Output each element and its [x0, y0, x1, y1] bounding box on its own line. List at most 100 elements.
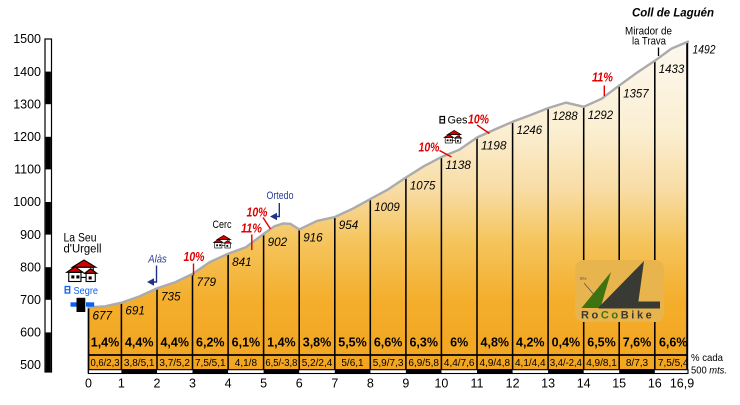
- svg-text:3,4/-2,4: 3,4/-2,4: [550, 358, 582, 369]
- svg-text:2: 2: [154, 377, 161, 391]
- svg-text:Cerc: Cerc: [213, 219, 232, 231]
- svg-text:1500: 1500: [13, 32, 41, 46]
- svg-text:7: 7: [331, 377, 338, 391]
- svg-text:Segre: Segre: [74, 285, 99, 297]
- svg-text:1400: 1400: [13, 65, 41, 79]
- svg-text:10: 10: [434, 377, 448, 391]
- svg-text:841: 841: [232, 255, 252, 269]
- svg-text:16: 16: [648, 377, 662, 391]
- svg-text:1200: 1200: [13, 130, 41, 144]
- svg-text:d'Urgell: d'Urgell: [64, 244, 102, 256]
- svg-text:1009: 1009: [374, 200, 400, 214]
- svg-text:1,4%: 1,4%: [267, 336, 296, 350]
- svg-text:6,6%: 6,6%: [374, 336, 403, 350]
- svg-text:500: 500: [20, 358, 41, 372]
- svg-text:5: 5: [260, 377, 267, 391]
- svg-text:4,9/8,1: 4,9/8,1: [586, 358, 617, 369]
- svg-text:14: 14: [577, 377, 591, 391]
- svg-text:10%: 10%: [419, 141, 440, 155]
- svg-text:900: 900: [20, 228, 41, 242]
- svg-text:5,2/2,4: 5,2/2,4: [302, 358, 333, 369]
- svg-text:677: 677: [93, 308, 114, 322]
- svg-text:la Trava: la Trava: [632, 36, 667, 48]
- svg-text:4,4%: 4,4%: [160, 336, 189, 350]
- svg-text:1300: 1300: [13, 97, 41, 111]
- svg-text:954: 954: [339, 218, 359, 232]
- svg-text:600: 600: [20, 326, 41, 340]
- svg-text:735: 735: [161, 289, 181, 303]
- svg-text:Alàs: Alàs: [147, 254, 167, 266]
- svg-text:1433: 1433: [659, 62, 685, 76]
- svg-text:11: 11: [471, 377, 484, 391]
- svg-text:5%: 5%: [580, 276, 587, 281]
- svg-text:% cada: % cada: [691, 352, 723, 364]
- svg-text:La Seu: La Seu: [64, 233, 97, 245]
- svg-text:0: 0: [85, 377, 92, 391]
- svg-text:3,7/5,2: 3,7/5,2: [159, 358, 190, 369]
- svg-text:1292: 1292: [588, 108, 614, 122]
- svg-text:4,4/7,6: 4,4/7,6: [444, 358, 475, 369]
- svg-text:3,8%: 3,8%: [303, 336, 332, 350]
- svg-text:1246: 1246: [517, 123, 543, 137]
- svg-text:500 mts.: 500 mts.: [691, 365, 727, 377]
- svg-text:8: 8: [367, 377, 374, 391]
- svg-text:1198: 1198: [481, 139, 507, 153]
- svg-text:5,5%: 5,5%: [338, 336, 367, 350]
- svg-text:1100: 1100: [14, 163, 41, 177]
- svg-text:4,1/8: 4,1/8: [235, 358, 258, 369]
- svg-text:5/6,1: 5/6,1: [341, 358, 364, 369]
- svg-text:4,8%: 4,8%: [481, 336, 510, 350]
- svg-text:1000: 1000: [13, 195, 41, 209]
- svg-text:10%: 10%: [468, 113, 489, 127]
- svg-text:4: 4: [225, 377, 232, 391]
- svg-text:700: 700: [20, 293, 41, 307]
- svg-text:Coll de Laguén: Coll de Laguén: [632, 6, 714, 20]
- svg-text:1288: 1288: [552, 109, 578, 123]
- svg-text:4,2%: 4,2%: [516, 336, 545, 350]
- svg-text:6,5/-3,8: 6,5/-3,8: [265, 358, 297, 369]
- svg-text:4,1/4,4: 4,1/4,4: [515, 358, 546, 369]
- svg-text:Ortedo: Ortedo: [267, 190, 294, 202]
- svg-text:902: 902: [268, 235, 288, 249]
- svg-text:691: 691: [125, 304, 144, 318]
- svg-text:16,9: 16,9: [670, 377, 694, 391]
- svg-text:8/7,3: 8/7,3: [626, 358, 649, 369]
- svg-text:11%: 11%: [241, 222, 262, 236]
- svg-text:3,8/5,1: 3,8/5,1: [124, 358, 155, 369]
- svg-text:6,2%: 6,2%: [196, 336, 225, 350]
- svg-text:10%: 10%: [247, 206, 268, 220]
- svg-text:6: 6: [296, 377, 303, 391]
- svg-text:7,5/5,4: 7,5/5,4: [658, 358, 689, 369]
- svg-text:5,9/7,3: 5,9/7,3: [373, 358, 404, 369]
- svg-text:1,4%: 1,4%: [91, 336, 120, 350]
- svg-text:Mirador de: Mirador de: [625, 26, 672, 38]
- svg-text:6,9/5,8: 6,9/5,8: [408, 358, 439, 369]
- svg-text:1138: 1138: [445, 158, 471, 172]
- svg-text:4,9/4,8: 4,9/4,8: [480, 358, 511, 369]
- svg-text:Ges: Ges: [448, 115, 468, 127]
- svg-text:0,6/2,3: 0,6/2,3: [91, 358, 120, 369]
- svg-text:12: 12: [506, 377, 520, 391]
- svg-text:1075: 1075: [410, 179, 436, 193]
- svg-text:800: 800: [20, 260, 41, 274]
- svg-text:15: 15: [612, 377, 626, 391]
- svg-text:6%: 6%: [450, 336, 468, 350]
- svg-text:RoCoBike: RoCoBike: [581, 310, 654, 322]
- svg-text:1357: 1357: [623, 87, 650, 101]
- svg-text:1: 1: [118, 377, 125, 391]
- svg-text:11%: 11%: [592, 71, 613, 85]
- svg-text:13: 13: [541, 377, 555, 391]
- svg-text:0,4%: 0,4%: [552, 336, 581, 350]
- svg-text:4,4%: 4,4%: [125, 336, 154, 350]
- svg-text:3: 3: [189, 377, 196, 391]
- svg-text:916: 916: [303, 230, 323, 244]
- svg-text:7,6%: 7,6%: [623, 336, 652, 350]
- svg-text:6,6%: 6,6%: [659, 336, 688, 350]
- svg-text:6,5%: 6,5%: [587, 336, 616, 350]
- svg-text:1492: 1492: [693, 43, 716, 57]
- svg-text:10%: 10%: [184, 250, 205, 264]
- svg-text:6,3%: 6,3%: [409, 336, 438, 350]
- svg-text:779: 779: [197, 275, 217, 289]
- svg-text:7,5/5,1: 7,5/5,1: [195, 358, 226, 369]
- svg-text:6,1%: 6,1%: [232, 336, 261, 350]
